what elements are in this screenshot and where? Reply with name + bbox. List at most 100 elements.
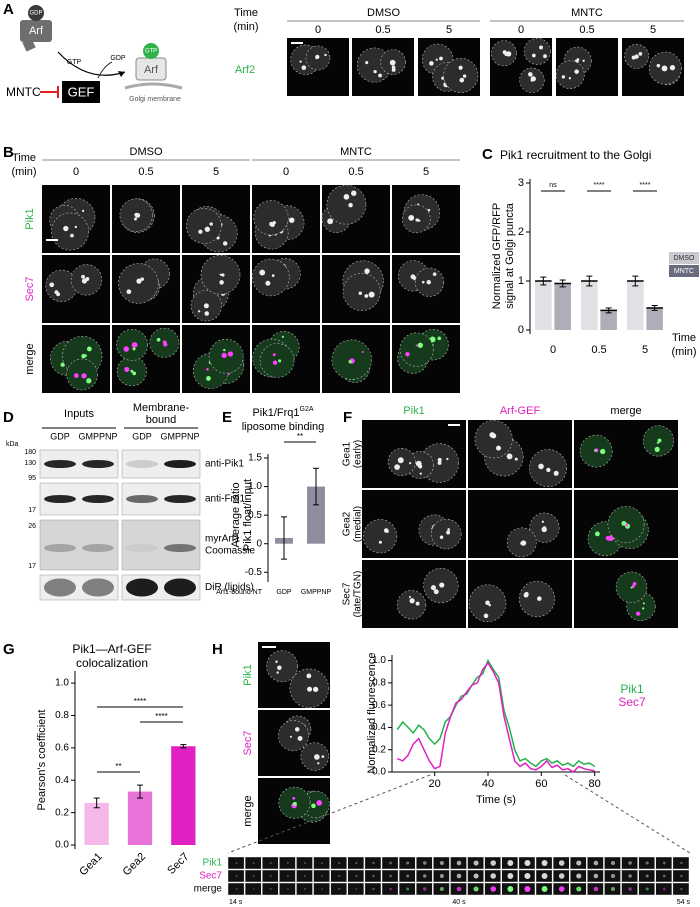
bar (84, 802, 109, 845)
puncta (271, 274, 275, 277)
puncta (389, 59, 396, 66)
cell-outline (396, 590, 427, 620)
x-tick-label: 20 (429, 778, 441, 790)
montage-spot (252, 861, 255, 865)
montage-spot (355, 861, 358, 865)
puncta (415, 344, 418, 347)
puncta (446, 457, 449, 461)
montage-spot (473, 886, 479, 892)
montage-spot (611, 861, 615, 865)
puncta (223, 348, 226, 352)
puncta (408, 596, 411, 599)
mw-marker: 180 (24, 449, 36, 456)
condition-label: MNTC (571, 7, 603, 19)
puncta (134, 212, 139, 217)
bar (554, 283, 571, 330)
puncta (54, 290, 59, 295)
blot-band (82, 578, 114, 597)
x-tick-label: Sec7 (165, 851, 191, 877)
puncta (600, 448, 606, 455)
puncta (531, 53, 536, 58)
blot-band (82, 544, 114, 552)
row-label: (early) (353, 440, 364, 468)
time-label: 0 (283, 166, 289, 178)
montage-frame (364, 856, 382, 870)
panel-letter: G (3, 641, 15, 658)
montage-frame (398, 882, 416, 896)
cell-outline (186, 207, 222, 244)
gef-label: GEF (68, 84, 95, 99)
puncta (63, 225, 69, 232)
puncta (204, 226, 210, 232)
time-label: 0 (518, 24, 524, 36)
time-label: 0.5 (375, 24, 390, 36)
montage-frame (244, 882, 262, 896)
montage-spot (235, 861, 238, 865)
time-label: 5 (650, 24, 656, 36)
puncta (594, 531, 600, 537)
puncta (203, 303, 209, 309)
montage-frame (296, 856, 313, 870)
puncta (439, 582, 445, 588)
montage-frame (398, 856, 416, 870)
bar (646, 307, 663, 330)
montage-spot (389, 874, 392, 878)
puncta (324, 53, 327, 57)
puncta (669, 65, 676, 71)
blot-band (82, 495, 114, 503)
panel-letter: A (3, 1, 14, 18)
cell-outline (363, 519, 398, 554)
montage-spot (355, 887, 358, 891)
montage-frame (672, 869, 690, 883)
puncta (272, 360, 278, 365)
montage-spot (456, 860, 462, 866)
blot (39, 519, 119, 571)
montage-spot (628, 874, 632, 878)
montage-spot (439, 874, 444, 878)
puncta (134, 217, 137, 221)
montage-spot (439, 861, 444, 865)
blot-band (126, 578, 158, 597)
montage-frame (296, 882, 313, 896)
row-label: merge (242, 795, 254, 826)
puncta (281, 335, 284, 338)
y-axis-label: Average ratio (230, 482, 242, 547)
montage-spot (286, 874, 289, 878)
puncta (348, 360, 352, 364)
puncta (594, 449, 597, 452)
puncta (383, 528, 389, 533)
puncta (364, 294, 369, 298)
puncta (441, 76, 445, 80)
montage-spot (269, 874, 272, 878)
x-tick-label: 0.5 (591, 344, 606, 356)
puncta (630, 586, 633, 589)
x-tick-label: GDP (276, 589, 292, 596)
arrow-head (118, 71, 125, 77)
puncta (546, 467, 551, 473)
puncta (204, 311, 210, 316)
puncta (292, 796, 296, 800)
puncta (437, 461, 442, 465)
chart-title: Pik1 recruitment to the Golgi (500, 148, 651, 162)
puncta (447, 528, 450, 531)
montage-spot (507, 886, 514, 892)
puncta (227, 372, 231, 376)
time-label: 0.5 (348, 166, 363, 178)
x-tick-label: Gea1 (77, 851, 105, 879)
condition-label: DMSO (367, 7, 400, 19)
puncta (429, 336, 436, 343)
montage-spot (372, 887, 375, 891)
puncta (277, 665, 282, 671)
puncta (656, 63, 661, 68)
blot-band (164, 460, 196, 468)
montage-spot (662, 874, 666, 878)
puncta (81, 274, 85, 279)
y-tick-label: 0.8 (55, 710, 69, 721)
puncta (86, 378, 92, 384)
montage-spot (252, 887, 255, 891)
puncta (221, 273, 225, 277)
montage-spot (524, 886, 531, 892)
puncta (427, 208, 431, 212)
panel-letter: E (222, 409, 232, 426)
montage-spot (628, 861, 632, 865)
